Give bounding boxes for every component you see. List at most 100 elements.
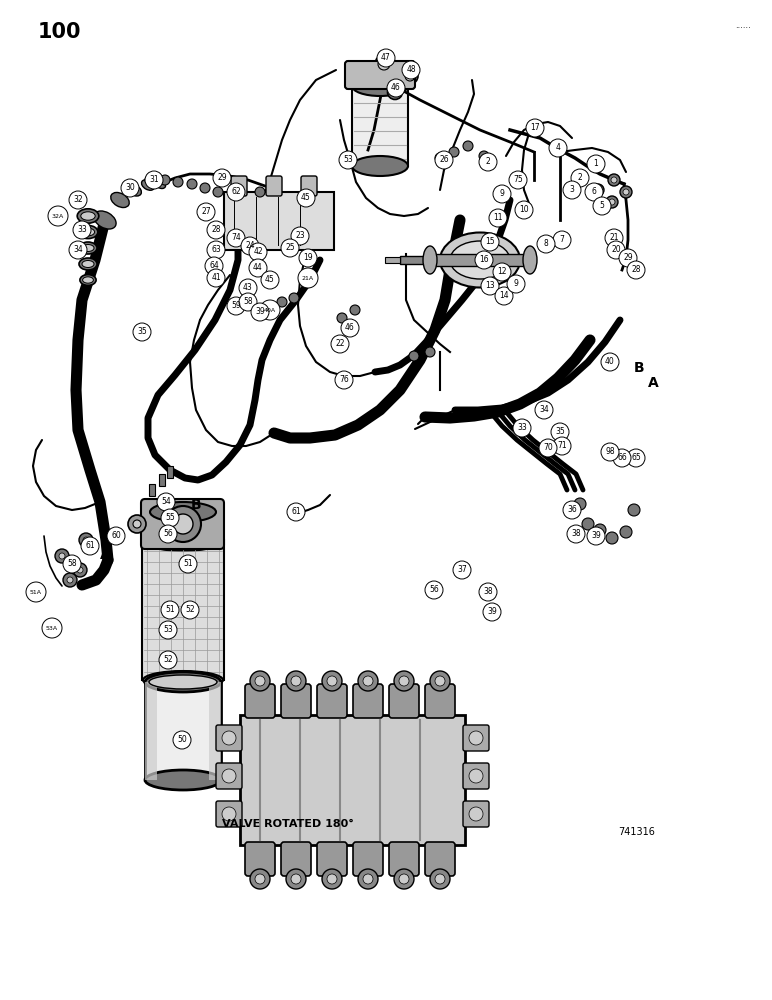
Text: 2: 2	[577, 174, 582, 182]
Circle shape	[481, 277, 499, 295]
Bar	[159, 474, 165, 486]
Circle shape	[26, 582, 46, 602]
Text: 98: 98	[605, 448, 615, 456]
Circle shape	[469, 807, 483, 821]
Text: 46: 46	[391, 84, 401, 93]
FancyBboxPatch shape	[231, 176, 247, 196]
Circle shape	[592, 184, 604, 196]
Text: 7: 7	[560, 235, 564, 244]
Circle shape	[207, 269, 225, 287]
Circle shape	[493, 185, 511, 203]
Ellipse shape	[78, 225, 98, 239]
Text: 10: 10	[520, 206, 529, 215]
Circle shape	[483, 603, 501, 621]
Circle shape	[394, 869, 414, 889]
Circle shape	[159, 651, 177, 669]
Circle shape	[363, 874, 373, 884]
Circle shape	[435, 153, 445, 163]
Circle shape	[549, 139, 567, 157]
Circle shape	[222, 807, 236, 821]
Circle shape	[250, 869, 270, 889]
FancyBboxPatch shape	[425, 684, 455, 718]
Circle shape	[391, 88, 399, 97]
Text: 2: 2	[486, 157, 490, 166]
Bar	[149, 484, 155, 496]
Ellipse shape	[127, 184, 141, 196]
Circle shape	[241, 237, 259, 255]
Circle shape	[267, 305, 277, 315]
Circle shape	[611, 177, 617, 183]
Bar	[209, 682, 221, 780]
FancyBboxPatch shape	[281, 684, 311, 718]
Text: 15: 15	[485, 237, 495, 246]
Text: A: A	[100, 548, 110, 562]
Text: 46: 46	[345, 324, 355, 332]
Circle shape	[507, 275, 525, 293]
Text: 34: 34	[73, 245, 83, 254]
Text: 70: 70	[543, 444, 553, 452]
Bar	[352, 86, 408, 166]
Text: 33: 33	[77, 226, 87, 234]
Ellipse shape	[141, 180, 154, 190]
Circle shape	[430, 869, 450, 889]
Circle shape	[67, 577, 73, 583]
Circle shape	[608, 174, 620, 186]
Circle shape	[628, 504, 640, 516]
Text: 30: 30	[125, 184, 135, 192]
Text: 43: 43	[243, 284, 253, 292]
Circle shape	[239, 293, 257, 311]
Circle shape	[179, 555, 197, 573]
FancyBboxPatch shape	[281, 842, 311, 876]
Text: 60: 60	[111, 532, 121, 540]
Circle shape	[402, 61, 420, 79]
Circle shape	[271, 185, 281, 195]
Circle shape	[286, 671, 306, 691]
Circle shape	[358, 869, 378, 889]
Circle shape	[399, 874, 409, 884]
Ellipse shape	[79, 242, 97, 254]
Ellipse shape	[77, 209, 99, 223]
Circle shape	[377, 49, 395, 67]
Circle shape	[551, 423, 569, 441]
Text: 42: 42	[253, 247, 262, 256]
Ellipse shape	[145, 672, 221, 692]
Text: 45: 45	[265, 275, 275, 284]
Text: 58: 58	[67, 560, 76, 568]
Circle shape	[481, 233, 499, 251]
Text: 39: 39	[591, 532, 601, 540]
Ellipse shape	[81, 212, 95, 220]
Text: 37: 37	[457, 566, 467, 574]
Text: 62: 62	[231, 188, 241, 196]
Circle shape	[255, 874, 265, 884]
Circle shape	[249, 243, 267, 261]
Circle shape	[69, 191, 87, 209]
Ellipse shape	[352, 156, 408, 176]
Circle shape	[63, 573, 77, 587]
Text: VALVE ROTATED 180°: VALVE ROTATED 180°	[222, 819, 354, 829]
Text: 6: 6	[591, 188, 597, 196]
Circle shape	[239, 279, 257, 297]
FancyBboxPatch shape	[216, 725, 242, 751]
Circle shape	[402, 68, 418, 84]
Circle shape	[260, 300, 280, 320]
Circle shape	[289, 293, 299, 303]
Text: 22: 22	[335, 340, 345, 349]
Text: 32A: 32A	[52, 214, 64, 219]
Text: 66: 66	[617, 454, 627, 462]
FancyBboxPatch shape	[245, 842, 275, 876]
Text: 33: 33	[517, 424, 527, 432]
Circle shape	[207, 221, 225, 239]
Circle shape	[48, 206, 68, 226]
Circle shape	[515, 201, 533, 219]
Circle shape	[409, 351, 419, 361]
Bar	[167, 466, 173, 478]
Bar	[240, 715, 465, 845]
Text: 29: 29	[623, 253, 633, 262]
FancyBboxPatch shape	[345, 61, 415, 89]
Ellipse shape	[143, 671, 223, 689]
Circle shape	[619, 249, 637, 267]
Circle shape	[286, 869, 306, 889]
Text: 26: 26	[439, 155, 449, 164]
Text: 12: 12	[497, 267, 506, 276]
Circle shape	[227, 229, 245, 247]
